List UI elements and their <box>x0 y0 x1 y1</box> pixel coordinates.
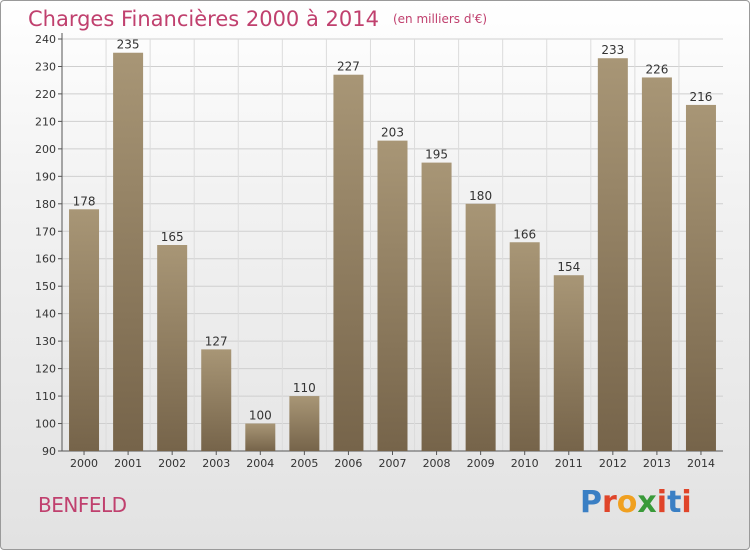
x-tick-label: 2006 <box>334 457 362 470</box>
chart-unit-note: (en milliers d'€) <box>392 12 488 26</box>
x-tick-label: 2009 <box>467 457 495 470</box>
logo-letter: o <box>616 485 638 520</box>
data-label: 216 <box>690 90 713 104</box>
x-tick-label: 2011 <box>555 457 583 470</box>
x-tick-label: 2000 <box>70 457 98 470</box>
data-label: 166 <box>513 227 536 241</box>
data-label: 203 <box>381 126 404 140</box>
bar <box>465 203 496 451</box>
bar <box>553 275 584 451</box>
y-tick-label: 180 <box>35 198 56 211</box>
bar <box>201 349 232 451</box>
x-tick-label: 2005 <box>290 457 318 470</box>
bar <box>421 162 452 451</box>
y-tick-label: 100 <box>35 418 56 431</box>
y-tick-label: 190 <box>35 170 56 183</box>
bar <box>509 242 540 451</box>
y-tick-label: 120 <box>35 363 56 376</box>
bar <box>113 52 144 451</box>
y-tick-label: 200 <box>35 143 56 156</box>
x-tick-label: 2014 <box>687 457 715 470</box>
x-tick-label: 2004 <box>246 457 274 470</box>
bars <box>69 52 716 452</box>
y-tick-label: 210 <box>35 115 56 128</box>
y-tick-label: 170 <box>35 225 56 238</box>
data-label: 127 <box>205 334 228 348</box>
bar <box>245 423 276 451</box>
logo-letter: t <box>667 485 682 520</box>
x-tick-label: 2007 <box>379 457 407 470</box>
bar <box>685 104 716 452</box>
logo-letter: i <box>681 485 692 520</box>
y-tick-label: 240 <box>35 33 56 46</box>
data-label: 235 <box>117 38 140 52</box>
bar <box>69 209 100 451</box>
bar <box>289 396 320 451</box>
logo-letter: i <box>656 485 668 520</box>
bar <box>641 77 672 451</box>
y-tick-label: 140 <box>35 308 56 321</box>
data-label: 195 <box>425 148 448 162</box>
y-tick-label: 90 <box>42 445 56 458</box>
y-tick-label: 160 <box>35 253 56 266</box>
data-labels: 178 235 165 127 100 110 227 203 195 180 166 154 233 2… <box>73 38 713 423</box>
chart-title: Charges Financières 2000 à 2014 <box>28 7 379 31</box>
logo-letter: r <box>602 485 617 520</box>
data-label: 227 <box>337 60 360 74</box>
y-tick-label: 230 <box>35 60 56 73</box>
bar <box>597 58 628 452</box>
x-tick-label: 2008 <box>423 457 451 470</box>
bar <box>157 245 188 451</box>
y-tick-label: 150 <box>35 280 56 293</box>
bar <box>333 74 364 451</box>
data-label: 154 <box>557 260 580 274</box>
y-tick-label: 110 <box>35 390 56 403</box>
x-tick-labels: 2000 2001 2002 2003 2004 2005 2006 2007 2008 2009… <box>70 457 715 470</box>
logo-letter: x <box>637 485 657 520</box>
logo-letter: P <box>580 485 602 520</box>
commune-name: BENFELD <box>38 493 127 517</box>
data-label: 178 <box>73 194 96 208</box>
data-label: 226 <box>645 62 668 76</box>
x-tick-label: 2001 <box>114 457 142 470</box>
proxiti-logo[interactable]: Proxiti <box>580 485 692 520</box>
data-label: 233 <box>601 43 624 57</box>
y-tick-label: 130 <box>35 335 56 348</box>
bar <box>377 140 408 452</box>
data-label: 165 <box>161 230 184 244</box>
x-tick-label: 2013 <box>643 457 671 470</box>
data-label: 100 <box>249 409 272 423</box>
chart-title-row: Charges Financières 2000 à 2014 (en milli… <box>28 7 487 31</box>
x-tick-label: 2012 <box>599 457 627 470</box>
y-tick-label: 220 <box>35 88 56 101</box>
data-label: 180 <box>469 189 492 203</box>
x-tick-label: 2010 <box>511 457 539 470</box>
x-tick-label: 2002 <box>158 457 186 470</box>
x-tick-label: 2003 <box>202 457 230 470</box>
y-tick-labels: 90 100 110 120 130 140 150 160 170 180 190 200 210 22… <box>35 33 56 458</box>
data-label: 110 <box>293 381 316 395</box>
